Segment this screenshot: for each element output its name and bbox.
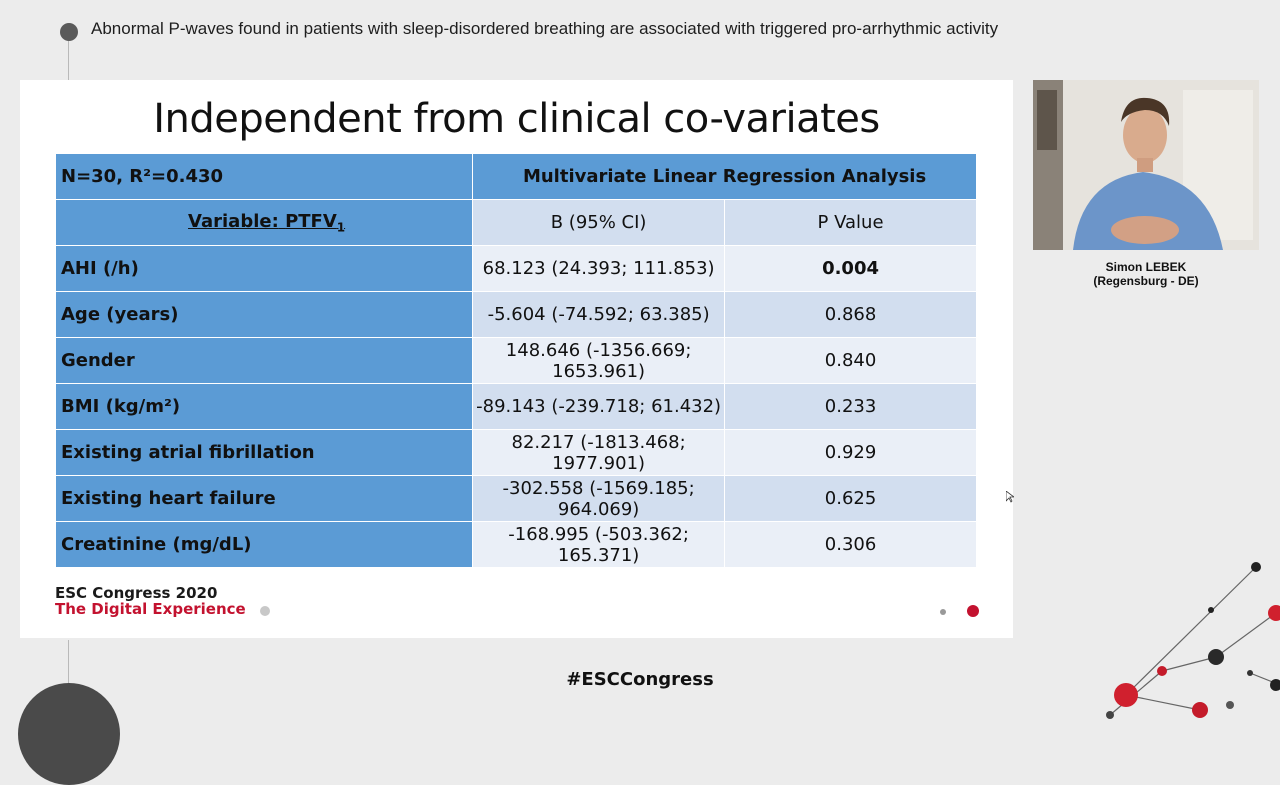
- esc-logo-line1: ESC Congress 2020: [55, 584, 218, 602]
- logo-dot-icon: [260, 606, 270, 616]
- variable-header: Variable: PTFV1: [54, 199, 474, 246]
- bullet-dot-icon: [60, 23, 78, 41]
- molecule-decoration-icon: [1106, 562, 1280, 719]
- timeline-line-bottom: [68, 640, 69, 685]
- table-row: Creatinine (mg/dL) -168.995 (-503.362; 1…: [54, 521, 977, 568]
- speaker-caption: Simon LEBEK (Regensburg - DE): [1033, 260, 1259, 288]
- variable-name: PTFV: [285, 210, 337, 232]
- row-b-ci: -5.604 (-74.592; 63.385): [472, 291, 726, 338]
- row-variable: Gender: [54, 337, 474, 384]
- row-b-ci: 68.123 (24.393; 111.853): [472, 245, 726, 292]
- esc-congress-logo: ESC Congress 2020 The Digital Experience: [55, 585, 246, 617]
- timeline-line-top: [68, 40, 69, 80]
- variable-label: Variable:: [188, 210, 279, 232]
- slide-nav-dot-active-icon: [967, 605, 979, 617]
- speaker-video: [1033, 80, 1259, 250]
- hashtag: #ESCCongress: [566, 669, 714, 690]
- row-variable: Existing heart failure: [54, 475, 474, 522]
- table-row: Age (years) -5.604 (-74.592; 63.385) 0.8…: [54, 291, 977, 338]
- row-variable: Age (years): [54, 291, 474, 338]
- row-b-ci: -89.143 (-239.718; 61.432): [472, 383, 726, 430]
- esc-logo-line2: The Digital Experience: [55, 600, 246, 618]
- row-p-value: 0.004: [724, 245, 977, 292]
- variable-subscript: 1: [336, 220, 346, 235]
- row-variable: BMI (kg/m²): [54, 383, 474, 430]
- session-title: Abnormal P-waves found in patients with …: [91, 19, 999, 38]
- b-ci-header: B (95% CI): [472, 199, 726, 246]
- speaker-video-frame: [1033, 80, 1259, 250]
- slide-title: Independent from clinical co-variates: [153, 96, 880, 142]
- speaker-affiliation: (Regensburg - DE): [1093, 274, 1199, 288]
- row-variable: Creatinine (mg/dL): [54, 521, 474, 568]
- row-p-value: 0.233: [724, 383, 977, 430]
- table-row: Existing atrial fibrillation 82.217 (-18…: [54, 429, 977, 476]
- table-row: Existing heart failure -302.558 (-1569.1…: [54, 475, 977, 522]
- mouse-cursor-icon: [1006, 491, 1014, 503]
- p-value-header: P Value: [724, 199, 977, 246]
- row-p-value: 0.840: [724, 337, 977, 384]
- row-p-value: 0.625: [724, 475, 977, 522]
- table-header-row: N=30, R²=0.430 Multivariate Linear Regre…: [54, 153, 977, 200]
- slide-nav-dot-icon: [940, 609, 946, 615]
- speaker-name: Simon LEBEK: [1105, 260, 1187, 274]
- table-row: AHI (/h) 68.123 (24.393; 111.853) 0.004: [54, 245, 977, 292]
- row-variable: AHI (/h): [54, 245, 474, 292]
- column-header-row: Variable: PTFV1 B (95% CI) P Value: [54, 199, 977, 246]
- regression-table: N=30, R²=0.430 Multivariate Linear Regre…: [54, 153, 977, 568]
- row-b-ci: -302.558 (-1569.185; 964.069): [472, 475, 726, 522]
- row-b-ci: -168.995 (-503.362; 165.371): [472, 521, 726, 568]
- table-row: Gender 148.646 (-1356.669; 1653.961) 0.8…: [54, 337, 977, 384]
- sample-info: N=30, R²=0.430: [54, 153, 474, 200]
- slide: Independent from clinical co-variates N=…: [20, 80, 1013, 638]
- row-variable: Existing atrial fibrillation: [54, 429, 474, 476]
- table-row: BMI (kg/m²) -89.143 (-239.718; 61.432) 0…: [54, 383, 977, 430]
- row-b-ci: 82.217 (-1813.468; 1977.901): [472, 429, 726, 476]
- row-p-value: 0.929: [724, 429, 977, 476]
- analysis-title: Multivariate Linear Regression Analysis: [472, 153, 977, 200]
- row-b-ci: 148.646 (-1356.669; 1653.961): [472, 337, 726, 384]
- bottom-circle-decoration: [18, 683, 120, 785]
- row-p-value: 0.306: [724, 521, 977, 568]
- row-p-value: 0.868: [724, 291, 977, 338]
